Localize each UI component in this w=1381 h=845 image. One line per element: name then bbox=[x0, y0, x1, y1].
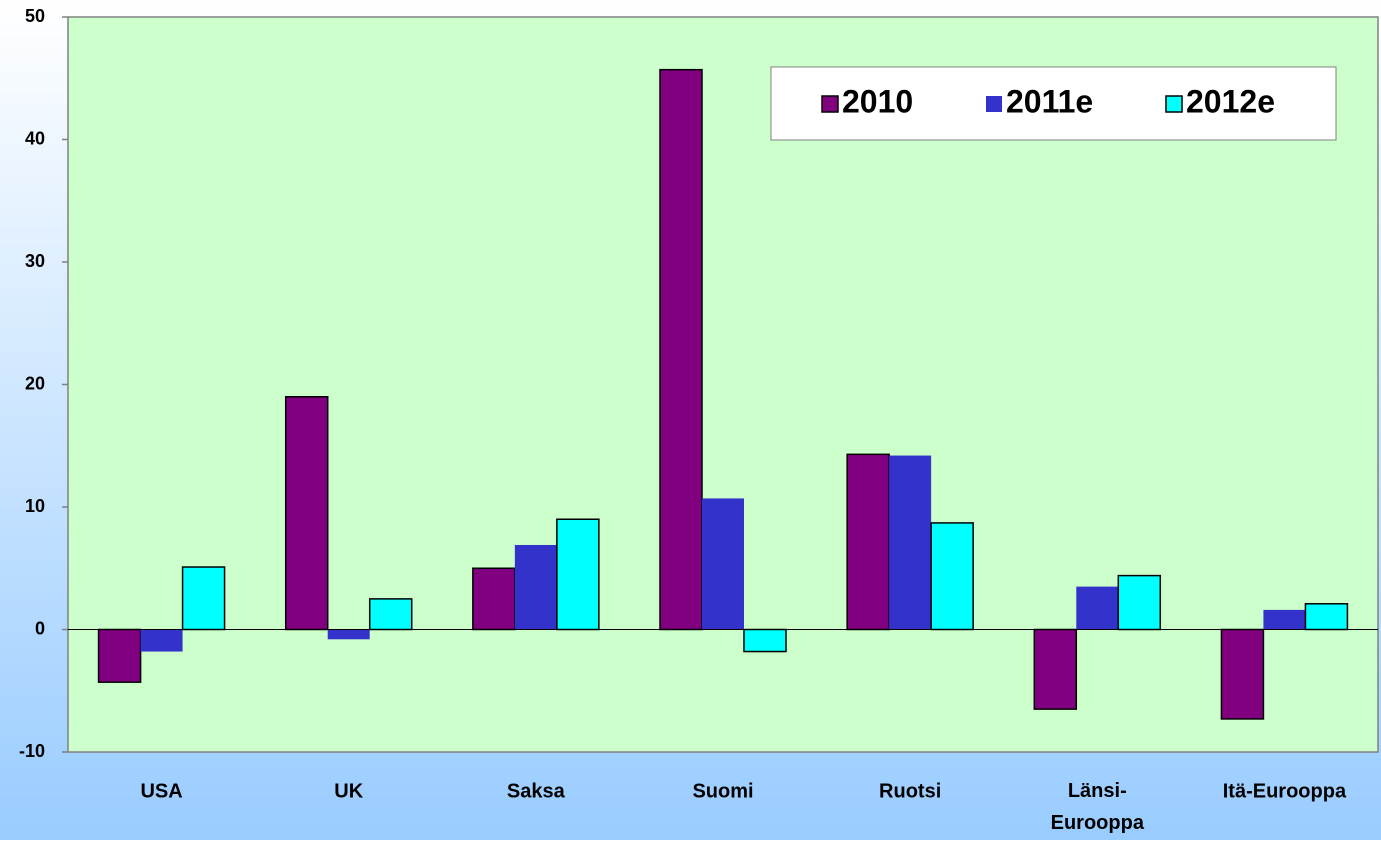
x-tick-line: Eurooppa bbox=[1051, 812, 1145, 834]
bar bbox=[1304, 603, 1349, 631]
legend-swatch bbox=[986, 96, 1002, 112]
bar bbox=[472, 567, 516, 631]
legend: 2010 2011e 2012e bbox=[770, 66, 1337, 141]
bar bbox=[368, 598, 413, 631]
bar bbox=[1220, 628, 1265, 720]
legend-swatch bbox=[1165, 95, 1183, 113]
legend-label: 2012e bbox=[1186, 83, 1275, 119]
y-tick-label: 40 bbox=[25, 128, 45, 148]
y-tick-label: 10 bbox=[25, 496, 45, 516]
x-tick-label: UK bbox=[334, 780, 363, 802]
y-tick-label: 30 bbox=[25, 251, 45, 271]
y-tick-label: -10 bbox=[19, 741, 45, 761]
y-tick-label: 0 bbox=[35, 618, 45, 638]
legend-label: 2011e bbox=[1006, 83, 1093, 119]
bar bbox=[743, 628, 787, 653]
y-tick-label: 50 bbox=[25, 6, 45, 26]
x-tick-label: Itä-Eurooppa bbox=[1223, 780, 1347, 802]
x-tick-label: Saksa bbox=[507, 780, 566, 802]
x-tick-label: Suomi bbox=[692, 780, 753, 802]
legend-box bbox=[770, 66, 1337, 141]
legend-label: 2010 bbox=[842, 83, 913, 119]
bar bbox=[181, 566, 226, 631]
x-tick-label: Ruotsi bbox=[879, 780, 941, 802]
bar bbox=[1076, 586, 1119, 630]
x-tick-line: Länsi- bbox=[1068, 780, 1127, 802]
bar bbox=[556, 518, 600, 631]
bar bbox=[1117, 574, 1162, 631]
bar bbox=[97, 628, 142, 683]
bar bbox=[930, 522, 974, 631]
legend-swatch bbox=[821, 95, 839, 113]
bar bbox=[659, 68, 703, 631]
bar bbox=[1263, 609, 1306, 630]
x-tick-label: Länsi- Eurooppa bbox=[1051, 780, 1145, 834]
bar bbox=[846, 453, 890, 631]
bar bbox=[284, 396, 329, 631]
bar bbox=[140, 629, 183, 652]
bar bbox=[514, 544, 557, 630]
y-tick-label: 20 bbox=[25, 373, 45, 393]
bar bbox=[1033, 628, 1078, 710]
bar bbox=[889, 455, 932, 630]
bar bbox=[327, 629, 370, 640]
x-tick-label: USA bbox=[140, 780, 182, 802]
bar bbox=[702, 498, 744, 630]
